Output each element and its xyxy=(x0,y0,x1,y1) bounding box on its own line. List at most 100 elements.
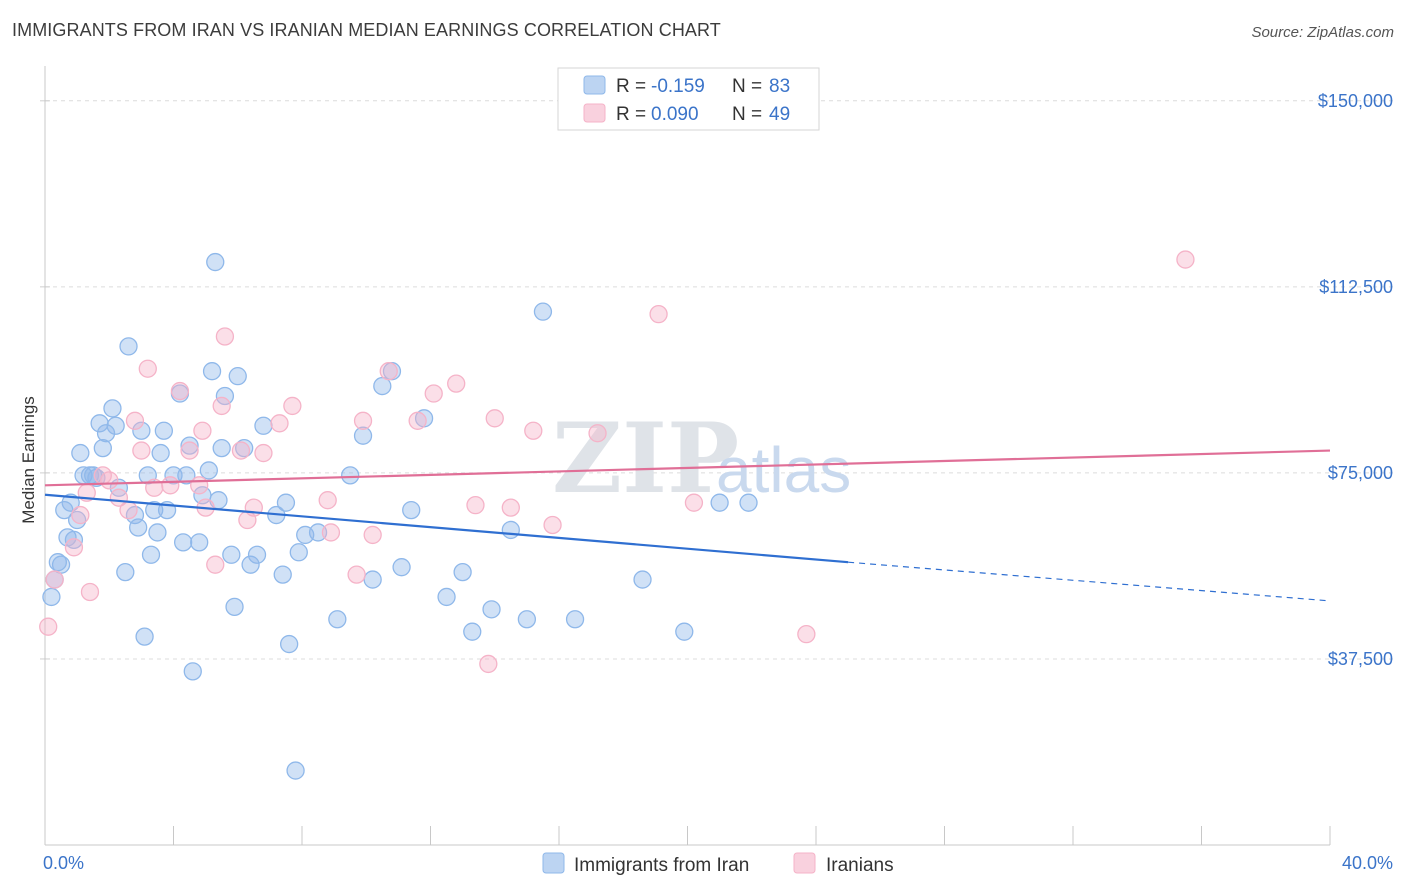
point-immigrants-from-iran xyxy=(286,761,305,780)
point-immigrants-from-iran xyxy=(212,438,231,458)
point-immigrants-from-iran xyxy=(215,386,235,406)
point-immigrants-from-iran xyxy=(116,562,135,582)
point-immigrants-from-iran xyxy=(463,622,482,641)
y-tick-label: $112,500 xyxy=(1319,277,1393,297)
point-immigrants-from-iran xyxy=(61,493,80,512)
point-iranians xyxy=(39,617,58,636)
point-iranians xyxy=(408,411,427,430)
point-iranians xyxy=(318,491,337,510)
point-immigrants-from-iran xyxy=(565,610,585,629)
stats-legend: R = -0.159 N = 83 R = 0.090 N = 49 xyxy=(557,67,820,131)
point-immigrants-from-iran xyxy=(482,600,501,619)
point-immigrants-from-iran xyxy=(64,530,84,550)
point-iranians xyxy=(588,424,607,443)
point-iranians xyxy=(283,396,302,416)
y-axis-label: Median Earnings xyxy=(19,396,38,524)
point-iranians xyxy=(270,414,289,433)
point-immigrants-from-iran xyxy=(276,493,296,512)
point-immigrants-from-iran xyxy=(235,438,254,458)
point-immigrants-from-iran xyxy=(42,587,61,607)
point-iranians xyxy=(353,411,373,430)
point-immigrants-from-iran xyxy=(273,565,292,584)
legend-swatch-iranians xyxy=(583,103,606,123)
watermark-atlas: atlas xyxy=(716,434,851,506)
point-immigrants-from-iran xyxy=(363,570,382,589)
point-immigrants-from-iran xyxy=(247,545,267,564)
point-immigrants-from-iran xyxy=(254,416,273,435)
point-immigrants-from-iran xyxy=(199,461,218,480)
point-iranians xyxy=(80,582,100,602)
point-iranians xyxy=(45,570,64,589)
trend-line-immigrants-from-iran-extension xyxy=(848,561,1331,602)
legend-r-label-iran: R = xyxy=(616,76,646,97)
point-immigrants-from-iran xyxy=(328,610,347,629)
chart-title: IMMIGRANTS FROM IRAN VS IRANIAN MEDIAN E… xyxy=(12,20,721,40)
point-immigrants-from-iran xyxy=(402,500,421,520)
point-immigrants-from-iran xyxy=(48,553,67,572)
point-immigrants-from-iran xyxy=(225,597,244,617)
point-immigrants-from-iran xyxy=(353,426,373,445)
source-credit: Source: ZipAtlas.com xyxy=(1251,24,1394,41)
point-immigrants-from-iran xyxy=(103,399,122,418)
x-tick-labels: 0.0% 40.0% xyxy=(43,853,1393,873)
point-immigrants-from-iran xyxy=(437,587,456,607)
point-iranians xyxy=(424,384,443,403)
point-immigrants-from-iran xyxy=(106,416,125,435)
series-legend: Immigrants from Iran Iranians xyxy=(542,852,894,876)
point-immigrants-from-iran xyxy=(392,558,411,577)
point-iranians xyxy=(193,421,212,440)
point-iranians xyxy=(132,441,151,460)
point-iranians xyxy=(363,525,382,545)
point-iranians xyxy=(180,441,199,460)
legend-swatch-iran xyxy=(583,75,606,95)
point-iranians xyxy=(524,421,543,440)
bottom-legend-label-iranians: Iranians xyxy=(826,855,894,876)
point-iranians xyxy=(215,327,235,346)
bottom-legend-label-iran: Immigrants from Iran xyxy=(574,855,749,876)
point-immigrants-from-iran xyxy=(180,436,199,455)
y-tick-label: $150,000 xyxy=(1318,91,1393,111)
point-immigrants-from-iran xyxy=(453,562,472,582)
point-iranians xyxy=(321,523,341,542)
point-immigrants-from-iran xyxy=(135,627,154,646)
y-tick-label: $37,500 xyxy=(1328,649,1393,669)
point-immigrants-from-iran xyxy=(501,520,520,540)
legend-r-label-iranians: R = xyxy=(616,104,646,125)
point-iranians xyxy=(649,304,668,324)
point-iranians xyxy=(64,538,84,557)
point-iranians xyxy=(501,498,520,517)
legend-n-value-iran: 83 xyxy=(769,76,790,97)
point-iranians xyxy=(466,496,485,515)
point-immigrants-from-iran xyxy=(151,443,170,463)
point-iranians xyxy=(119,500,138,520)
point-iranians xyxy=(138,359,157,378)
legend-r-value-iran: -0.159 xyxy=(651,76,705,97)
trend-lines xyxy=(44,449,1331,602)
trend-line-iranians xyxy=(44,449,1331,487)
point-immigrants-from-iran xyxy=(241,555,260,574)
bottom-legend-swatch-iran xyxy=(542,852,565,874)
point-immigrants-from-iran xyxy=(67,510,87,530)
point-iranians xyxy=(190,476,209,495)
point-iranians xyxy=(543,515,562,535)
point-immigrants-from-iran xyxy=(177,466,196,485)
point-immigrants-from-iran xyxy=(132,421,151,440)
point-iranians xyxy=(797,624,816,644)
watermark-zip: ZIP xyxy=(552,402,739,515)
point-immigrants-from-iran xyxy=(279,634,299,654)
point-immigrants-from-iran xyxy=(190,533,209,552)
point-immigrants-from-iran xyxy=(206,252,225,272)
point-immigrants-from-iran xyxy=(141,545,161,564)
x-tick-label: 40.0% xyxy=(1342,853,1393,873)
point-iranians xyxy=(100,471,119,490)
point-immigrants-from-iran xyxy=(183,662,202,681)
point-immigrants-from-iran xyxy=(308,523,328,542)
point-iranians xyxy=(212,396,231,416)
point-immigrants-from-iran xyxy=(96,424,116,443)
gridlines xyxy=(45,100,1393,660)
point-immigrants-from-iran xyxy=(675,622,694,641)
y-tick-labels: $37,500 $75,000 $112,500 $150,000 xyxy=(1318,91,1393,669)
point-immigrants-from-iran xyxy=(129,518,148,537)
x-tick-label: 0.0% xyxy=(43,853,84,873)
